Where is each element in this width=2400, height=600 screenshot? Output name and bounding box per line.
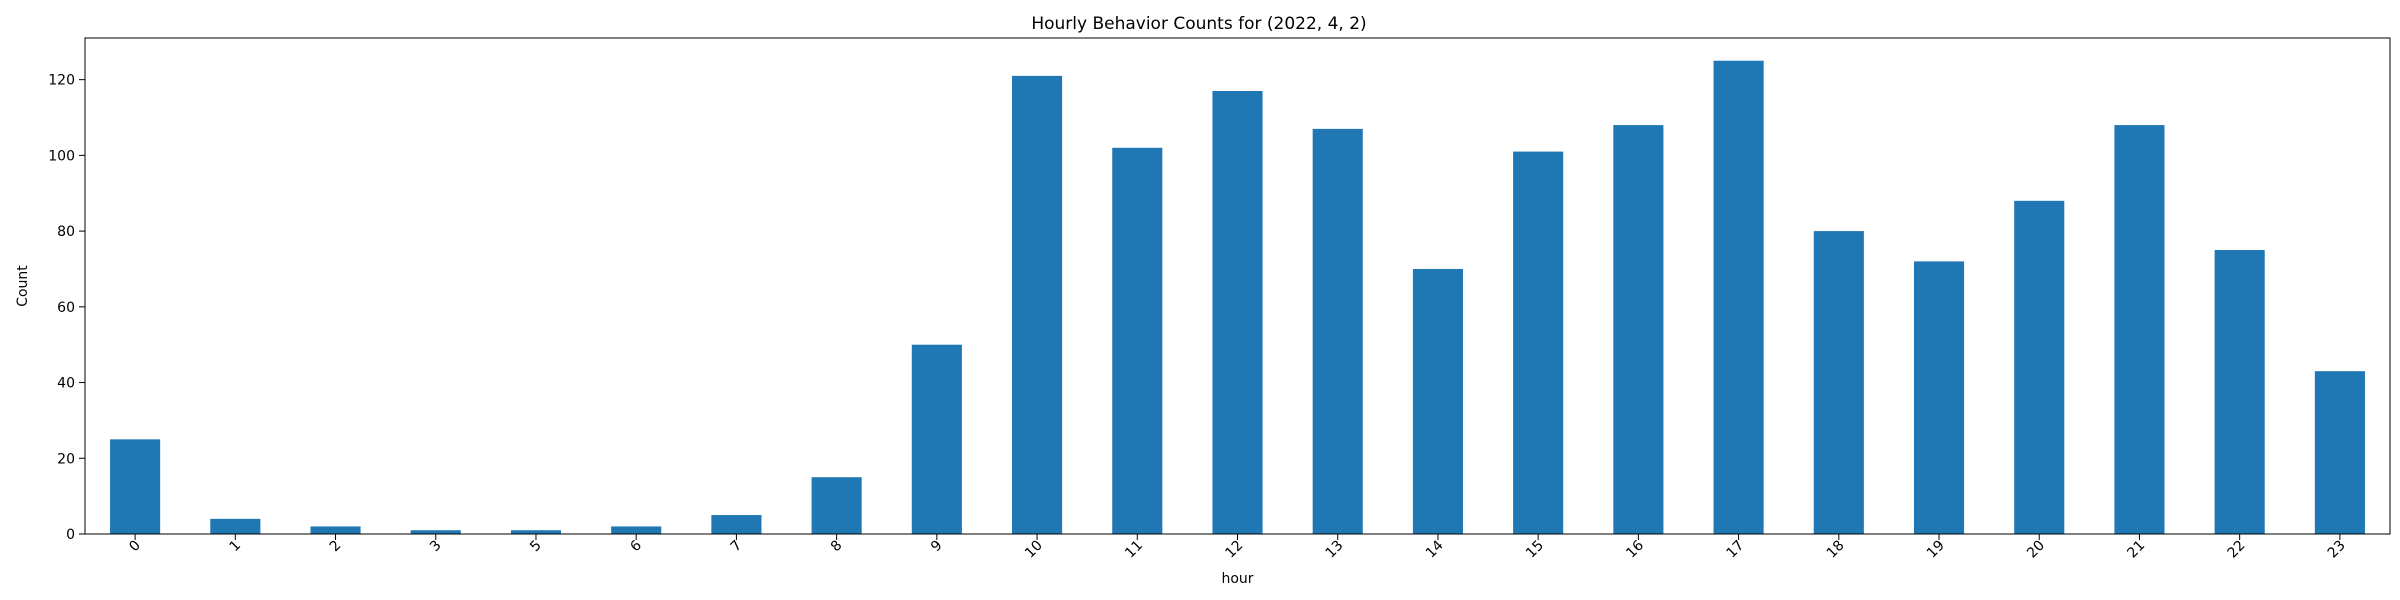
y-tick-label: 100 <box>48 148 75 164</box>
bar-hour-0 <box>110 439 161 534</box>
x-axis-label: hour <box>1221 571 1253 587</box>
x-tick-label: 5 <box>527 538 545 556</box>
bar-hour-8 <box>811 477 862 534</box>
chart-title: Hourly Behavior Counts for (2022, 4, 2) <box>1031 14 1366 34</box>
bar-hour-9 <box>911 344 962 534</box>
x-tick-label: 17 <box>1723 538 1747 562</box>
x-tick-label: 15 <box>1523 538 1547 562</box>
x-tick-label: 3 <box>427 538 445 556</box>
x-tick-label: 21 <box>2124 538 2148 562</box>
y-tick-label: 20 <box>57 451 75 467</box>
bars-group <box>110 60 2365 535</box>
bar-hour-16 <box>1613 125 1664 534</box>
y-tick-label: 80 <box>57 224 75 240</box>
y-tick-label: 120 <box>48 73 75 89</box>
x-tick-label: 13 <box>1323 538 1347 562</box>
x-tick-label: 23 <box>2325 538 2349 562</box>
x-tick-label: 7 <box>728 538 746 556</box>
x-axis: 0 1 2 3 5 6 7 8 9 10 11 12 13 14 15 16 17 18 19 20 21 22 23 <box>126 534 2349 562</box>
x-tick-label: 1 <box>227 538 245 556</box>
x-tick-label: 8 <box>828 538 846 556</box>
bar-hour-1 <box>210 518 261 534</box>
bar-hour-3 <box>410 530 461 534</box>
x-tick-label: 6 <box>627 537 645 555</box>
x-tick-label: 0 <box>126 538 144 556</box>
x-tick-label: 19 <box>1924 538 1948 562</box>
bar-hour-5 <box>510 530 562 534</box>
x-tick-label: 12 <box>1222 538 1246 562</box>
plot-frame <box>84 37 2391 535</box>
bar-hour-21 <box>2114 125 2165 534</box>
bar-hour-17 <box>1713 60 1764 534</box>
bar-hour-15 <box>1513 151 1564 535</box>
bar-hour-11 <box>1112 147 1163 535</box>
x-tick-label: 20 <box>2024 538 2048 562</box>
x-tick-label: 11 <box>1122 538 1146 562</box>
bar-hour-2 <box>310 526 361 534</box>
x-tick-label: 9 <box>928 538 946 556</box>
y-tick-label: 0 <box>66 527 75 543</box>
bar-hour-23 <box>2314 371 2365 534</box>
x-tick-label: 10 <box>1022 538 1046 562</box>
bar-hour-18 <box>1813 231 1864 534</box>
bar-hour-7 <box>711 515 762 534</box>
bar-hour-19 <box>1913 261 1965 534</box>
y-tick-label: 60 <box>57 300 75 316</box>
bar-hour-10 <box>1012 75 1063 534</box>
x-tick-label: 16 <box>1623 537 1647 561</box>
x-tick-label: 18 <box>1824 538 1848 562</box>
x-tick-label: 22 <box>2225 538 2249 562</box>
bar-hour-22 <box>2214 250 2265 535</box>
x-tick-label: 14 <box>1423 537 1447 561</box>
y-axis-label: Count <box>15 265 31 307</box>
x-tick-label: 2 <box>327 538 345 556</box>
bar-hour-20 <box>2014 200 2065 535</box>
bar-hour-6 <box>611 526 662 534</box>
bar-hour-14 <box>1412 268 1463 534</box>
bar-hour-12 <box>1212 91 1263 535</box>
y-axis: 0 20 40 60 80 100 120 <box>48 73 85 543</box>
y-tick-label: 40 <box>57 376 75 392</box>
bar-hour-13 <box>1312 128 1363 534</box>
